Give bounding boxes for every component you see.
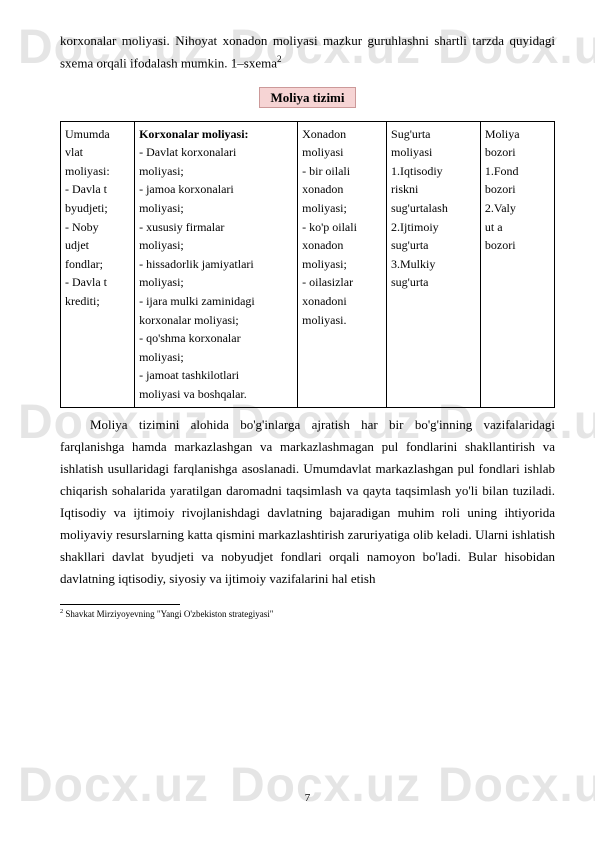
table-cell-col3: Xonadon moliyasi- bir oilali xonadon mol… [298,121,387,407]
table-cell-col2: Korxonalar moliyasi: - Davlat korxonalari… [135,121,298,407]
intro-paragraph: korxonalar moliyasi. Nihoyat xonadon mol… [60,30,555,75]
moliya-table: Umumda vlat moliyasi:- Davla t byudjeti;… [60,121,555,408]
col2-body: - Davlat korxonalari moliyasi;- jamoa ko… [139,145,255,401]
table-cell-col5: Moliya bozori1.Fond bozori 2.Valy ut a b… [480,121,554,407]
table-cell-col1: Umumda vlat moliyasi:- Davla t byudjeti;… [61,121,135,407]
footnote-separator [60,604,180,605]
body-paragraph: Moliya tizimini alohida bo'g'inlarga ajr… [60,414,555,591]
col2-header: Korxonalar moliyasi: [139,127,248,141]
section-title: Moliya tizimi [259,87,355,108]
footnote: 2 Shavkat Mirziyoyevning "Yangi O'zbekis… [60,607,555,622]
page-content: korxonalar moliyasi. Nihoyat xonadon mol… [60,30,555,812]
section-header: Moliya tizimi [60,87,555,109]
footnote-text: Shavkat Mirziyoyevning "Yangi O'zbekisto… [63,609,273,619]
intro-text: korxonalar moliyasi. Nihoyat xonadon mol… [60,33,555,70]
page-number: 7 [60,789,555,808]
table-cell-col4: Sug'urta moliyasi 1.Iqtisodiyriskni sug'… [387,121,481,407]
footnote-ref: 2 [277,54,282,64]
